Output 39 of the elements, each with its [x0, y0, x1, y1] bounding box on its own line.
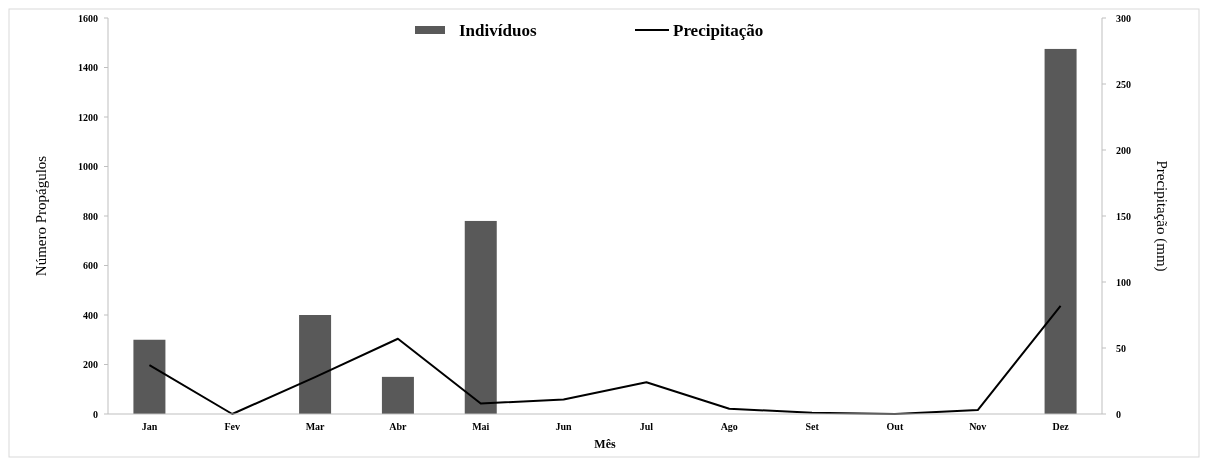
y-tick-label: 1200 — [78, 111, 98, 123]
x-tick-label: Mar — [305, 421, 326, 432]
x-tick-label: Jul — [639, 421, 654, 432]
y-tick-label: 1600 — [78, 12, 98, 24]
x-tick-label: Ago — [720, 421, 738, 432]
y2-tick-label: 50 — [1116, 342, 1126, 354]
y2-tick-label: 250 — [1116, 78, 1131, 90]
y2-tick-label: 200 — [1116, 144, 1131, 156]
y-tick-label: 0 — [93, 408, 98, 420]
bar — [381, 376, 414, 414]
y2-tick-label: 0 — [1116, 408, 1121, 420]
line-series — [148, 304, 1062, 415]
x-tick-label: Out — [886, 421, 904, 432]
x-tick-label: Set — [805, 421, 820, 432]
x-tick-label: Jun — [555, 421, 573, 432]
x-tick-label: Fev — [224, 421, 241, 432]
x-axis-title: Mês — [594, 437, 616, 451]
y-tick-label: 200 — [83, 359, 98, 370]
y2-tick-label: 300 — [1116, 12, 1131, 24]
bar — [299, 315, 332, 414]
y-tick-label: 1400 — [78, 62, 98, 73]
x-tick-label: Abr — [389, 421, 408, 432]
x-tick-label: Mai — [472, 421, 490, 432]
x-tick-label: Dez — [1052, 421, 1070, 432]
y2-tick-label: 100 — [1116, 276, 1131, 288]
bar — [464, 220, 497, 414]
bar — [1044, 48, 1077, 414]
y-tick-label: 600 — [83, 260, 98, 271]
legend-label: Precipitação — [673, 20, 764, 40]
y2-tick-label: 150 — [1116, 210, 1131, 222]
y-tick-label: 800 — [83, 210, 98, 222]
bar — [133, 339, 166, 414]
y-tick-label: 1000 — [78, 161, 98, 172]
y-tick-label: 400 — [83, 309, 98, 321]
y-axis-title: Número Propágulos — [33, 155, 49, 277]
legend-label: Indivíduos — [459, 20, 537, 40]
x-tick-label: Jan — [141, 421, 158, 432]
y2-axis-title: Precipitação (mm) — [1153, 160, 1170, 272]
x-tick-label: Nov — [969, 421, 987, 432]
